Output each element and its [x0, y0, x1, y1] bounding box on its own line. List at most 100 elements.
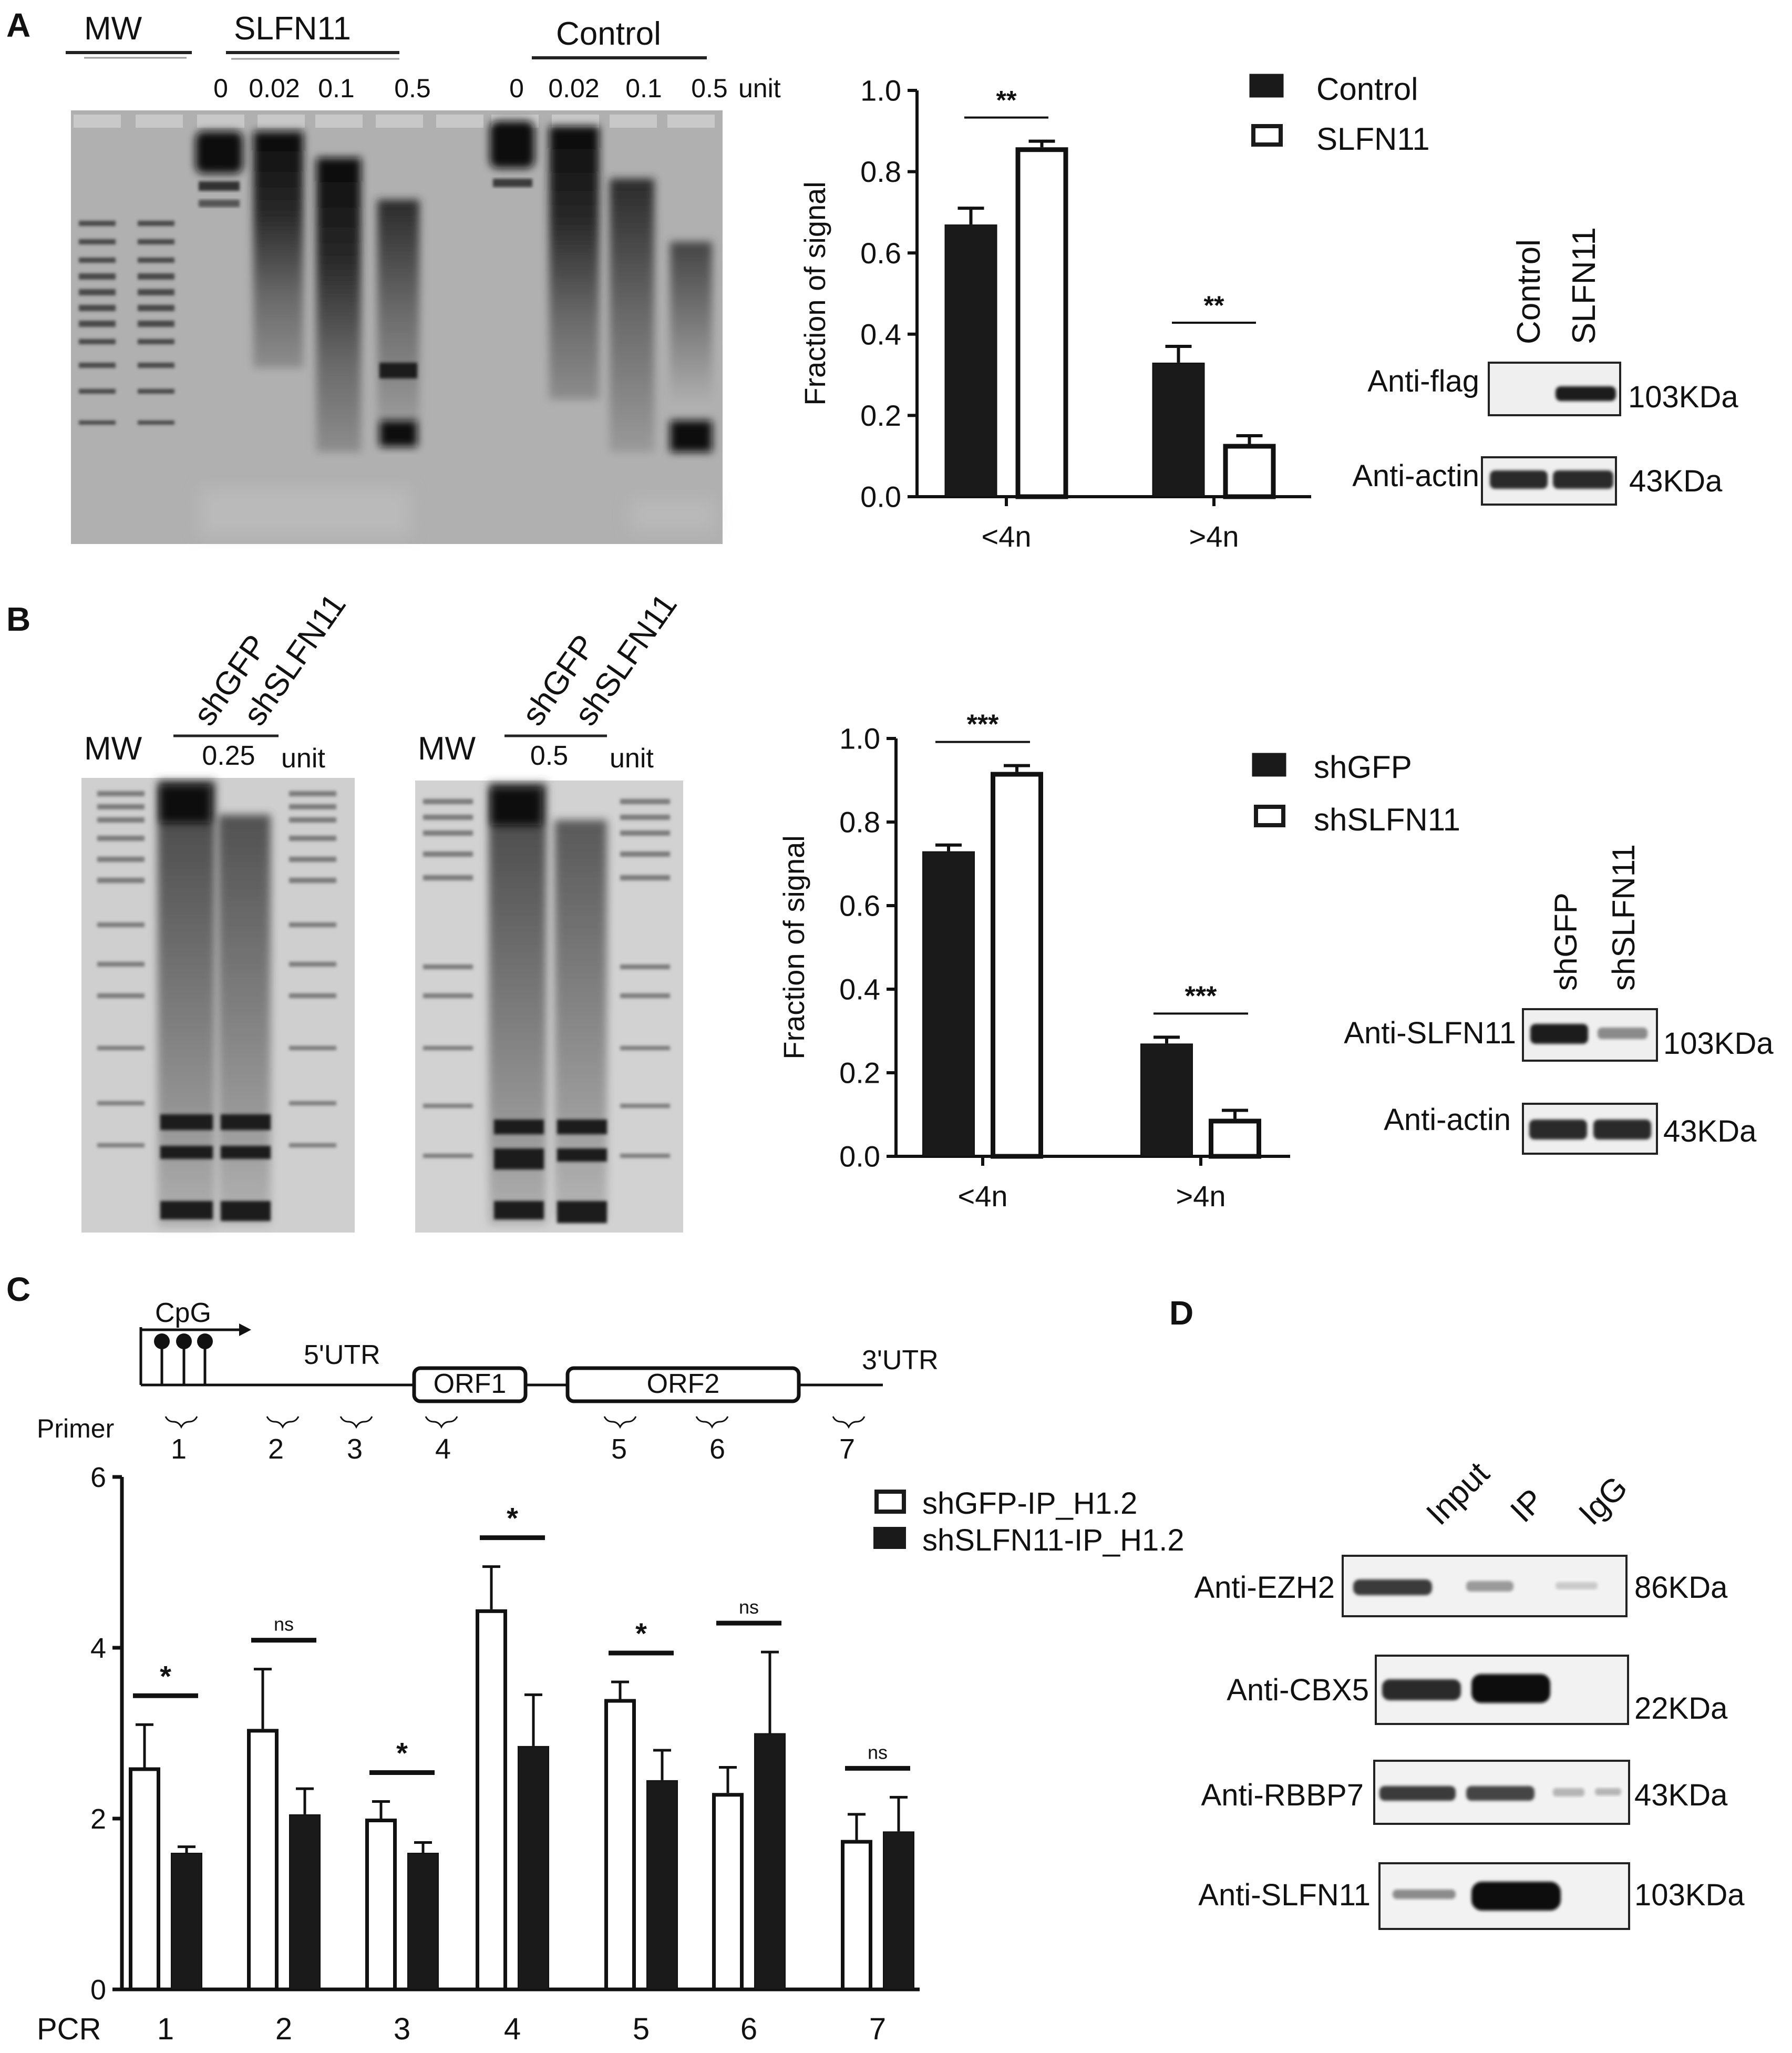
x-tick-label: 3: [394, 2012, 410, 2046]
panel-b-gels: MW shGFP shSLFN11 0.25 unit: [81, 587, 684, 1233]
significance-label: ***: [1185, 981, 1217, 1011]
gel-a-slfn11-label: SLFN11: [234, 11, 351, 47]
blot-b-lane-label: shSLFN11: [1606, 844, 1641, 991]
legend-label: shSLFN11-IP_H1.2: [922, 1523, 1185, 1557]
bar: [944, 224, 997, 497]
x-tick-label: 4: [504, 2012, 521, 2046]
blot-d-lane-label: IP: [1503, 1482, 1551, 1530]
blot-size-label: 22KDa: [1634, 1691, 1728, 1726]
dose-label: 0.02: [249, 74, 300, 103]
panel-d-blot: Input IP IgG Anti-EZH2 86KDa Anti-CBX5 2…: [1194, 1455, 1745, 1930]
gel-b2-mw-label: MW: [418, 731, 476, 767]
blot-row-label: Anti-SLFN11: [1344, 1016, 1516, 1050]
blot-row-label: Anti-actin: [1352, 459, 1479, 493]
cpg-lollipop-icon: [197, 1333, 213, 1349]
bar: [518, 1746, 549, 1990]
panel-c-gene-diagram: CpG 5'UTR ORF1 ORF2 3'UTR Primer 1 2: [37, 1298, 939, 1465]
panel-a-blot: Control SLFN11 Anti-flag 103KDa Anti-act…: [1352, 227, 1738, 506]
y-tick-label: 1.0: [839, 722, 880, 755]
legend-swatch-shgfp: [1252, 753, 1286, 777]
blot-row-label: Anti-actin: [1384, 1103, 1511, 1137]
primer-number: 2: [268, 1433, 284, 1465]
panel-letter-b: B: [6, 600, 30, 638]
primer-number: 3: [347, 1433, 363, 1465]
legend-label: Control: [1316, 71, 1418, 107]
orf1-box: [412, 1366, 528, 1403]
chart-b-legend: shGFP shSLFN11: [1252, 750, 1460, 837]
dose-label: 0.02: [548, 74, 599, 103]
dose-label: 0.1: [625, 74, 662, 103]
y-tick-label: 0.8: [839, 806, 880, 839]
x-tick-label: <4n: [982, 520, 1032, 553]
y-tick-label: 6: [90, 1462, 106, 1493]
gel-b1-mw-label: MW: [84, 731, 142, 767]
panel-letter-d: D: [1169, 1294, 1193, 1332]
y-tick-label: 0.4: [839, 973, 880, 1006]
blot-size-label: 43KDa: [1634, 1778, 1728, 1812]
legend-swatch-control: [1249, 74, 1284, 98]
blot-b-lane-label: shGFP: [1548, 892, 1583, 991]
legend-label: shGFP: [1314, 750, 1412, 785]
bar: [1152, 362, 1205, 497]
primer-number: 7: [839, 1433, 855, 1465]
y-tick-label: 0: [90, 1974, 106, 2006]
panel-b-blot: shGFP shSLFN11 Anti-SLFN11 103KDa Anti-a…: [1344, 844, 1774, 1155]
cpg-lollipop-icon: [154, 1333, 170, 1349]
y-tick-label: 0.2: [839, 1056, 880, 1090]
significance-label: ***: [967, 710, 999, 740]
y-axis-label: Fraction of signal: [798, 181, 831, 405]
dose-label: 0.5: [394, 74, 431, 103]
bar: [171, 1853, 202, 1990]
gel-b2-unit-label: unit: [610, 743, 654, 774]
significance-label: *: [160, 1659, 171, 1692]
bar: [754, 1733, 786, 1990]
x-tick-label: <4n: [958, 1179, 1008, 1213]
gel-b2-image: [415, 781, 683, 1233]
blot-size-label: 43KDa: [1663, 1114, 1757, 1148]
blot-a-lane-label: SLFN11: [1566, 227, 1602, 344]
blot-size-label: 103KDa: [1628, 380, 1738, 414]
blot-row-label: Anti-flag: [1367, 364, 1479, 398]
bar: [1209, 1118, 1261, 1159]
y-tick-label: 0.0: [860, 480, 901, 514]
bar: [646, 1780, 678, 1990]
primer-number: 5: [611, 1433, 627, 1465]
panel-letter-c: C: [6, 1270, 30, 1308]
blot-d-lane-label: Input: [1419, 1455, 1496, 1532]
utr5-label: 5'UTR: [304, 1340, 380, 1370]
primer-number: 4: [435, 1433, 451, 1465]
blot-size-label: 43KDa: [1629, 464, 1723, 498]
gel-a-dose-labels: 0 0.02 0.1 0.5 0 0.02 0.1 0.5 unit: [213, 74, 781, 103]
bar: [1223, 444, 1276, 499]
bar: [712, 1793, 744, 1992]
dose-label: 0.1: [318, 74, 355, 103]
y-tick-label: 4: [90, 1633, 106, 1664]
chart-a: 0.0 0.2 0.4 0.6 0.8 1.0 Fraction of signal <4n *…: [798, 74, 1311, 553]
chart-c-xaxis-prefix: PCR: [37, 2012, 101, 2046]
y-tick-label: 0.4: [860, 317, 901, 351]
gel-b1-dose-label: 0.25: [202, 741, 255, 771]
legend-swatch-shgfp-ip: [874, 1490, 906, 1514]
dose-label: 0: [213, 74, 228, 103]
bar: [129, 1767, 160, 1992]
x-tick-label: 1: [157, 2012, 174, 2046]
orf1-label: ORF1: [434, 1369, 507, 1399]
bar: [476, 1609, 507, 1992]
x-tick-label: >4n: [1189, 520, 1239, 553]
chart-a-legend: Control SLFN11: [1249, 71, 1430, 157]
chart-b: 0.0 0.2 0.4 0.6 0.8 1.0 Fraction of signal <4n *…: [777, 710, 1290, 1213]
y-tick-label: 0.6: [839, 889, 880, 922]
y-tick-label: 1.0: [860, 74, 901, 107]
bar: [883, 1831, 914, 1990]
bar: [289, 1814, 321, 1990]
y-tick-label: 0.8: [860, 155, 901, 188]
chart-c-legend: shGFP-IP_H1.2 shSLFN11-IP_H1.2: [873, 1486, 1185, 1557]
bar: [1140, 1043, 1193, 1157]
bar: [604, 1699, 636, 1992]
x-tick-label: 7: [869, 2012, 886, 2046]
orf2-box: [565, 1366, 801, 1403]
x-tick-label: 2: [275, 2012, 292, 2046]
primer-number: 6: [709, 1433, 725, 1465]
panel-a-gel: MW SLFN11 Control 0 0.02 0.1 0.5 0 0.02 …: [66, 11, 781, 544]
